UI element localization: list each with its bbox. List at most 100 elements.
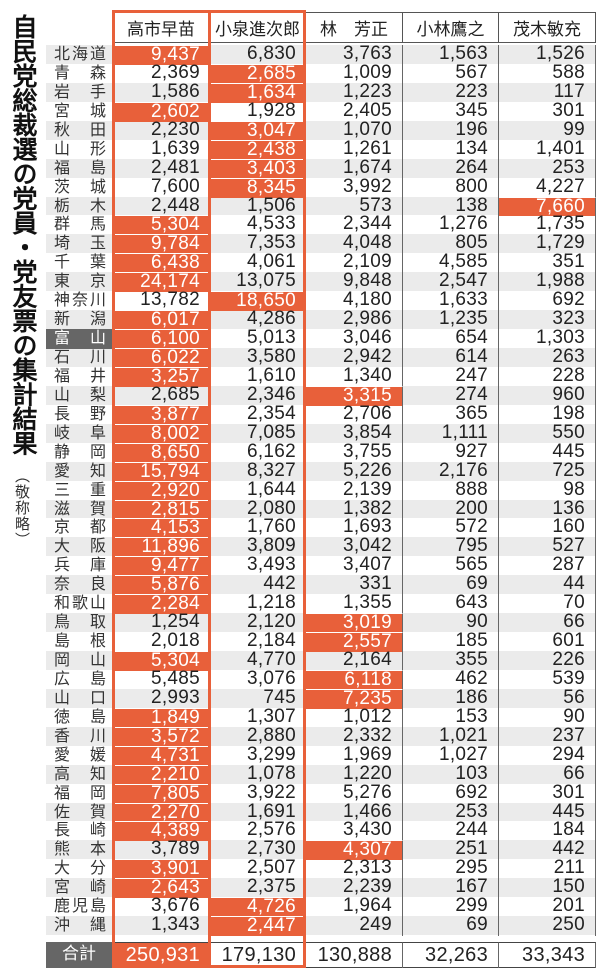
vote-cell: 2,109 (306, 252, 403, 274)
table-row: 兵庫 9,477 3,493 3,407 565 287 (46, 555, 596, 577)
vote-cell: 5,226 (306, 461, 403, 482)
vote-cell: 44 (499, 574, 596, 596)
vote-cell: 295 (403, 858, 499, 880)
vote-cell-top: 8,650 (112, 442, 210, 463)
vote-cell-top: 3,403 (210, 158, 306, 179)
vote-cell: 3,430 (306, 820, 403, 842)
prefecture-label: 群馬 (54, 214, 106, 234)
table-row: 愛媛 4,731 3,299 1,969 1,027 294 (46, 745, 596, 766)
prefecture-label: 北海道 (54, 44, 106, 63)
vote-cell: 2,354 (246, 402, 296, 424)
table-row: 宮崎 2,643 2,375 2,239 167 150 (46, 877, 596, 899)
table-row: 宮城 2,602 1,928 2,405 345 301 (46, 101, 596, 122)
vote-cell: 226 (499, 650, 596, 671)
prefecture-label: 鹿児島 (54, 896, 106, 916)
vote-cell: 355 (403, 650, 499, 671)
prefecture-label: 三重 (54, 479, 106, 499)
vote-cell: 1,729 (499, 233, 596, 255)
vote-cell: 2,706 (306, 404, 403, 425)
table-row: 徳島 1,849 1,307 1,012 153 90 (46, 707, 596, 728)
vote-cell: 4,533 (246, 213, 296, 235)
prefecture-label: 福島 (54, 157, 106, 177)
vote-cell: 251 (403, 839, 499, 861)
vote-cell: 1,235 (403, 309, 499, 331)
table-row: 福岡 7,805 3,922 5,276 692 301 (46, 783, 596, 804)
prefecture-label: 高知 (54, 763, 106, 783)
vote-cell: 4,585 (403, 252, 499, 274)
vote-cell: 223 (403, 82, 499, 103)
table-row: 沖縄 1,343 2,447 249 69 250 (46, 914, 596, 937)
prefecture-label: 鳥取 (54, 612, 106, 632)
table-row: 東京 24,174 13,075 9,848 2,547 1,988 (46, 271, 596, 293)
table-row: 神奈川 13,782 18,650 4,180 1,633 692 (46, 290, 596, 312)
table-row: 鳥取 1,254 2,120 3,019 90 66 (46, 612, 596, 634)
table-row: 愛知 15,794 8,327 5,226 2,176 725 (46, 459, 596, 482)
vote-cell: 7,353 (246, 232, 296, 254)
header-candidate-3: 林 芳正 (306, 12, 403, 43)
vote-cell: 2,369 (150, 61, 200, 83)
vote-cell: 196 (403, 120, 499, 141)
vote-cell: 527 (499, 536, 596, 558)
table-row: 青森 2,369 2,685 1,009 567 588 (46, 61, 596, 84)
vote-cell: 601 (499, 631, 596, 652)
prefecture-label: 熊本 (54, 839, 106, 859)
vote-cell: 69 (403, 915, 499, 937)
total-cell: 32,263 (403, 942, 499, 968)
vote-cell: 3,789 (150, 838, 200, 860)
vote-cell: 249 (306, 915, 403, 937)
vote-cell: 150 (499, 877, 596, 899)
vote-cell: 1,735 (499, 214, 596, 236)
vote-cell: 117 (499, 82, 596, 103)
vote-cell: 1,343 (150, 914, 200, 936)
vote-cell: 2,230 (150, 118, 200, 140)
table-row: 千葉 6,438 4,061 2,109 4,585 351 (46, 252, 596, 274)
vote-cell: 184 (499, 820, 596, 842)
prefecture-label: 福井 (54, 365, 106, 385)
page-title: 自民党総裁選の党員・党友票の集計結果 (9, 14, 38, 455)
table-row: 福井 3,257 1,610 1,340 247 228 (46, 365, 596, 387)
vote-cell: 1,401 (499, 139, 596, 160)
vote-cell: 4,227 (499, 177, 596, 198)
vote-cell: 2,184 (246, 630, 296, 652)
vote-cell: 2,942 (306, 347, 403, 368)
vote-cell: 8,327 (246, 459, 296, 481)
vote-cell-top: 2,447 (210, 916, 306, 937)
vote-cell: 462 (403, 669, 499, 690)
vote-cell: 2,576 (246, 819, 296, 841)
prefecture-label: 茨城 (54, 176, 106, 196)
vote-cell: 1,261 (306, 139, 403, 160)
vote-cell: 211 (499, 858, 596, 880)
vote-cell-top: 9,437 (112, 45, 210, 65)
vote-cell: 138 (403, 196, 499, 217)
vote-cell: 1,027 (403, 745, 499, 766)
table-row: 新潟 6,017 4,286 2,986 1,235 323 (46, 309, 596, 331)
vote-cell: 56 (499, 688, 596, 709)
vote-cell-top: 4,389 (112, 821, 210, 842)
vote-cell: 228 (499, 366, 596, 387)
vote-cell: 572 (403, 517, 499, 539)
vote-cell: 442 (263, 573, 296, 595)
vote-cell: 1,355 (306, 593, 403, 615)
prefecture-label: 山梨 (54, 384, 106, 404)
table-row: 秋田 2,230 3,047 1,070 196 99 (46, 118, 596, 141)
table-row: 滋賀 2,815 2,080 1,382 200 136 (46, 499, 596, 520)
vote-cell: 2,164 (306, 650, 403, 671)
vote-cell: 2,507 (246, 857, 296, 879)
prefecture-label: 神奈川 (54, 290, 106, 310)
table-row: 山形 1,639 2,438 1,261 134 1,401 (46, 139, 596, 160)
prefecture-label: 京都 (54, 517, 106, 537)
vote-cell: 3,042 (306, 536, 403, 558)
vote-cell: 186 (403, 688, 499, 709)
vote-cell: 90 (403, 612, 499, 634)
vote-cell: 888 (403, 480, 499, 501)
vote-cell: 3,407 (306, 555, 403, 577)
vote-cell-top: 9,477 (112, 556, 210, 577)
vote-cell-top: 2,270 (112, 802, 210, 823)
vote-cell: 4,770 (246, 649, 296, 670)
prefecture-label: 千葉 (54, 252, 106, 272)
vote-cell: 1,563 (403, 44, 499, 65)
vote-cell-top: 7,660 (499, 196, 596, 217)
vote-cell: 299 (403, 896, 499, 918)
prefecture-label: 兵庫 (54, 555, 106, 575)
vote-cell: 445 (499, 442, 596, 463)
